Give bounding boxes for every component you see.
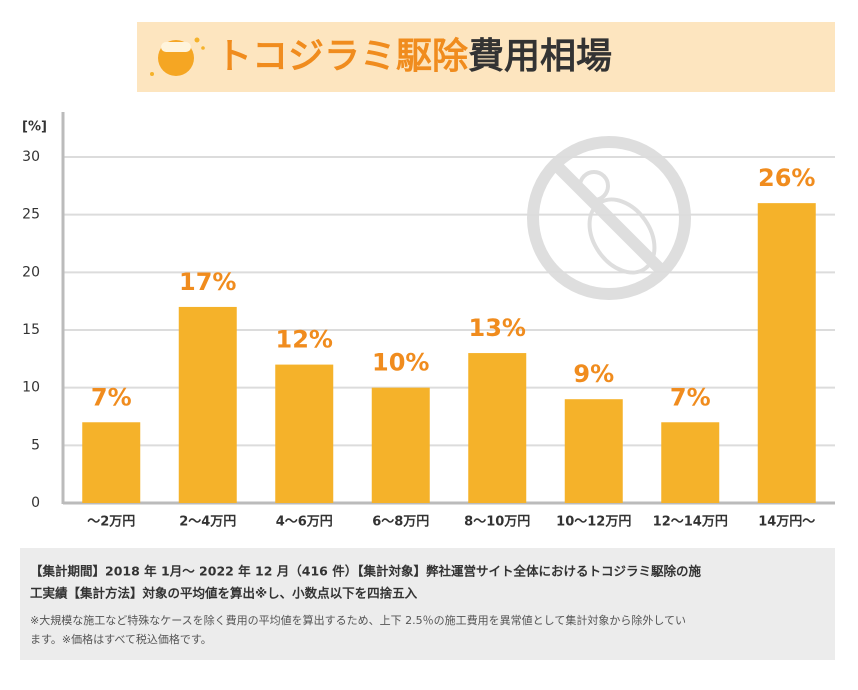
x-tick-label: 2〜4万円 — [179, 515, 236, 530]
bar — [757, 203, 816, 503]
x-tick-label: 14万円〜 — [758, 515, 815, 530]
value-label: 9% — [573, 360, 614, 388]
title-banner — [137, 22, 835, 92]
bar — [275, 364, 334, 503]
y-tick-label: 30 — [22, 149, 40, 165]
x-tick-label: 6〜8万円 — [372, 515, 429, 530]
value-label: 7% — [91, 383, 132, 411]
y-tick-label: 20 — [22, 264, 40, 280]
title-rest: 費用相場 — [468, 36, 612, 77]
footnote-box — [20, 548, 835, 660]
x-tick-label: 〜2万円 — [87, 515, 135, 530]
y-tick-label: 25 — [22, 207, 40, 223]
value-label: 13% — [469, 314, 526, 342]
footnote-note: ※大規模な施工など特殊なケースを除く費用の平均値を算出するため、上下 2.5％の… — [30, 613, 686, 627]
value-label: 12% — [276, 326, 333, 354]
footnote-note: ます。※価格はすべて税込価格です。 — [30, 632, 212, 646]
value-label: 17% — [179, 268, 236, 296]
value-label: 7% — [670, 383, 711, 411]
y-tick-label: 0 — [31, 495, 40, 511]
title-highlight: トコジラミ駆除 — [216, 36, 469, 77]
footnote-survey: 工実績【集計方法】対象の平均値を算出※し、小数点以下を四捨五入 — [30, 586, 418, 601]
bar — [468, 353, 527, 503]
x-tick-label: 10〜12万円 — [556, 515, 631, 530]
x-tick-label: 12〜14万円 — [653, 515, 728, 530]
bug-icon — [527, 136, 691, 300]
y-axis-label: [%] — [22, 120, 47, 135]
value-label: 10% — [372, 349, 429, 377]
x-tick-label: 8〜10万円 — [464, 515, 530, 530]
bar — [661, 422, 720, 503]
y-tick-label: 5 — [31, 437, 40, 453]
bar — [371, 387, 430, 503]
y-tick-label: 15 — [22, 322, 40, 338]
wallet-icon — [150, 37, 205, 76]
bar — [564, 399, 623, 503]
footnote-survey: 【集計期間】2018 年 1月〜 2022 年 12 月（416 件）【集計対象… — [30, 564, 701, 579]
bar — [82, 422, 141, 503]
x-tick-label: 4〜6万円 — [276, 515, 333, 530]
value-label: 26% — [758, 164, 815, 192]
y-tick-label: 10 — [22, 380, 40, 396]
bar — [178, 306, 237, 503]
chart-title: トコジラミ駆除費用相場 — [216, 36, 612, 77]
